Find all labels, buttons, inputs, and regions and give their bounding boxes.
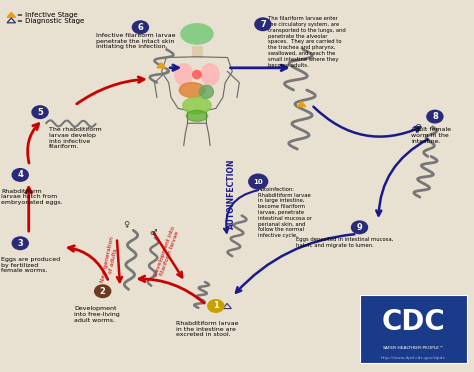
- Text: New generation
of adults: New generation of adults: [100, 237, 121, 285]
- Text: Eggs are produced
by fertilized
female worms.: Eggs are produced by fertilized female w…: [1, 257, 61, 273]
- Text: Development
into free-living
adult worms.: Development into free-living adult worms…: [74, 306, 120, 323]
- Ellipse shape: [201, 64, 219, 85]
- Text: ♀: ♀: [414, 123, 421, 132]
- FancyBboxPatch shape: [359, 295, 467, 363]
- Polygon shape: [157, 62, 165, 68]
- Ellipse shape: [186, 110, 208, 121]
- Circle shape: [12, 237, 28, 250]
- Polygon shape: [7, 13, 16, 17]
- Text: ♀: ♀: [123, 220, 129, 230]
- Circle shape: [427, 110, 443, 123]
- Circle shape: [352, 221, 367, 234]
- Text: Rhabditiform larvae
in the intestine are
excreted in stool.: Rhabditiform larvae in the intestine are…: [176, 321, 238, 337]
- Text: ♂: ♂: [150, 228, 157, 237]
- Circle shape: [95, 285, 111, 298]
- Circle shape: [208, 300, 224, 312]
- Ellipse shape: [179, 83, 205, 97]
- Circle shape: [249, 174, 268, 189]
- Text: Autoinfection:
Rhabditiform larvae
in large intestine,
become filariform
larvae,: Autoinfection: Rhabditiform larvae in la…: [258, 187, 312, 238]
- Text: 4: 4: [17, 170, 23, 179]
- Text: 3: 3: [18, 239, 23, 248]
- Text: 7: 7: [260, 20, 266, 29]
- Text: Eggs deposited in intestinal mucosa,
hatch, and migrate to lumen.: Eggs deposited in intestinal mucosa, hat…: [296, 237, 393, 248]
- Ellipse shape: [193, 70, 201, 78]
- Ellipse shape: [183, 97, 211, 114]
- Text: AUTOINFECTION: AUTOINFECTION: [227, 158, 236, 229]
- Text: 1: 1: [213, 301, 219, 311]
- Text: 10: 10: [253, 179, 263, 185]
- Text: The filariform larvae enter
the circulatory system, are
transported to the lungs: The filariform larvae enter the circulat…: [268, 16, 346, 68]
- Polygon shape: [192, 46, 201, 57]
- Text: Infective filariform larvae
penetrate the intact skin
initiating the infection.: Infective filariform larvae penetrate th…: [96, 33, 175, 49]
- Text: http://www.dpd.cdc.gov/dpdx: http://www.dpd.cdc.gov/dpdx: [381, 356, 446, 360]
- Text: 5: 5: [37, 108, 43, 117]
- Text: Adult female
worm in the
intestine.: Adult female worm in the intestine.: [411, 127, 451, 144]
- Text: = Diagnostic Stage: = Diagnostic Stage: [18, 17, 85, 23]
- Circle shape: [132, 21, 148, 33]
- Text: CDC: CDC: [382, 308, 445, 336]
- Polygon shape: [297, 102, 306, 107]
- Ellipse shape: [181, 24, 213, 44]
- Text: Rhabditiform
larvae hatch from
embryonated eggs.: Rhabditiform larvae hatch from embryonat…: [1, 189, 63, 205]
- Ellipse shape: [199, 86, 213, 98]
- Text: The rhabditiform
larvae develop
into infective
filariform.: The rhabditiform larvae develop into inf…: [48, 127, 101, 149]
- Text: 2: 2: [100, 287, 106, 296]
- Text: 9: 9: [356, 223, 363, 232]
- Text: = Infective Stage: = Infective Stage: [18, 12, 78, 18]
- Text: SAFER·HEALTHIER·PEOPLE™: SAFER·HEALTHIER·PEOPLE™: [383, 346, 444, 350]
- Text: 6: 6: [137, 23, 143, 32]
- Text: Development into
filariform larvae: Development into filariform larvae: [153, 226, 182, 279]
- Circle shape: [255, 18, 271, 31]
- Circle shape: [32, 106, 48, 118]
- Text: 8: 8: [432, 112, 438, 121]
- Ellipse shape: [175, 64, 193, 85]
- Circle shape: [12, 169, 28, 181]
